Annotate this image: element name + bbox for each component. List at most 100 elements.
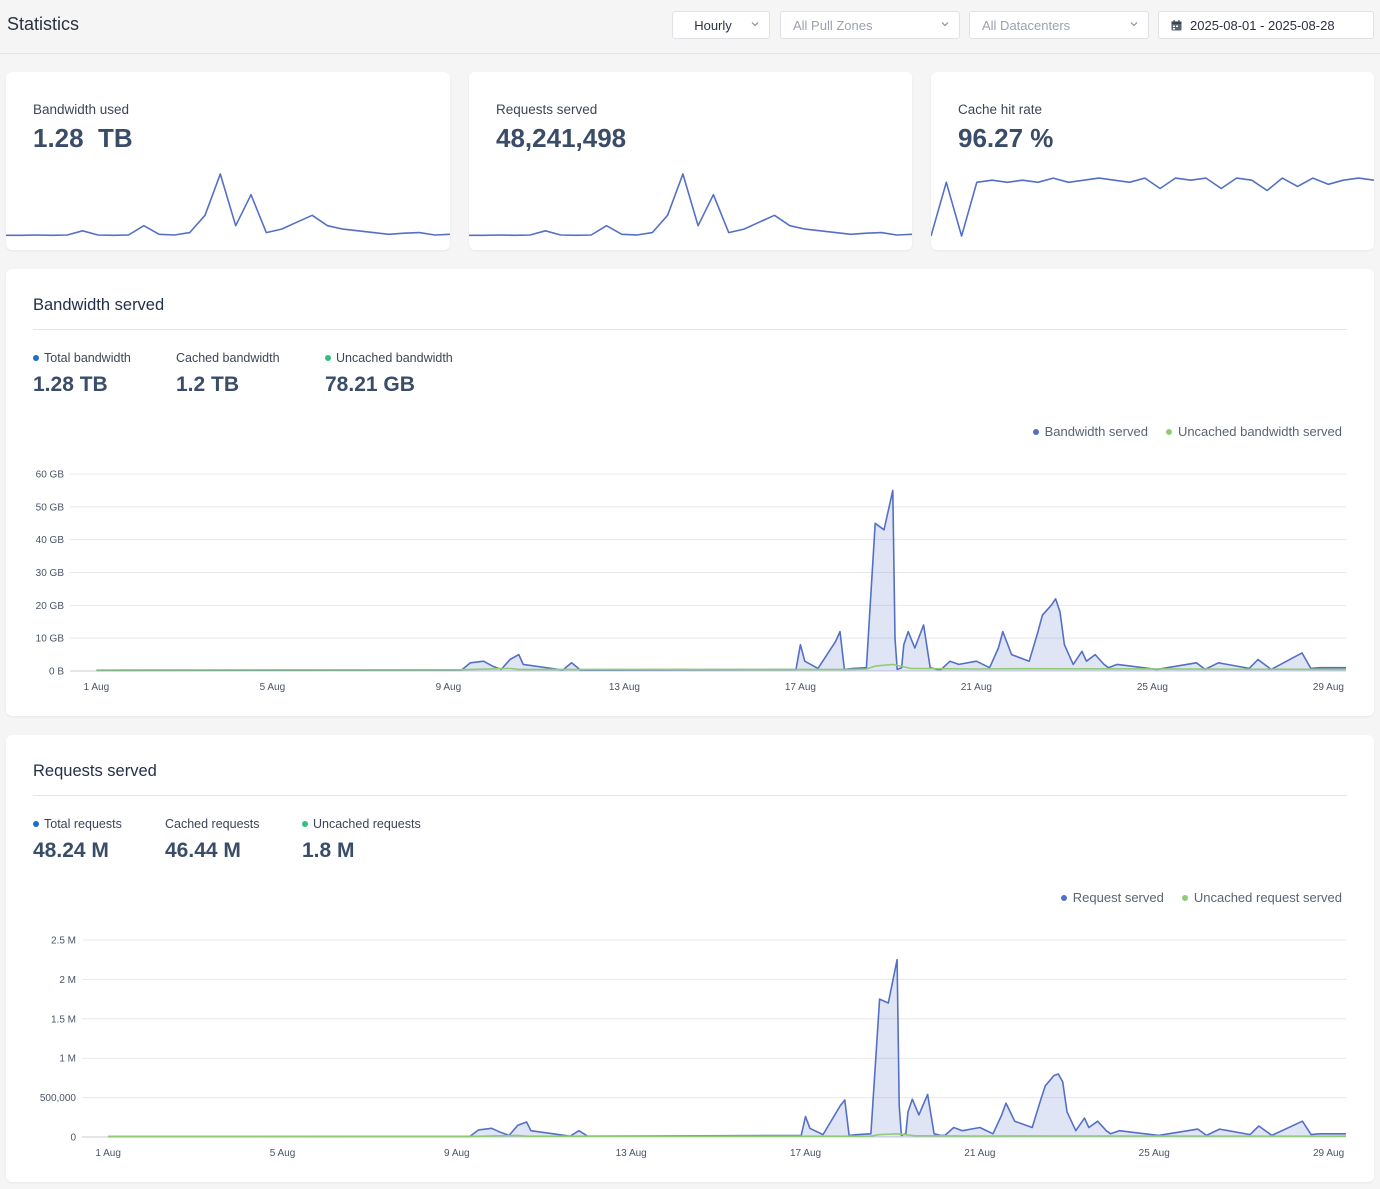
x-tick-label: 1 Aug xyxy=(95,1148,121,1159)
requests-chart: 0 500,000 1 M 1.5 M 2 M 2.5 M 1 Aug 5 Aug 9 Aug 1… xyxy=(40,936,1347,1159)
y-tick-label: 0 xyxy=(70,1133,76,1144)
section-title: Bandwidth served xyxy=(33,296,165,314)
x-tick-label: 25 Aug xyxy=(1137,682,1168,693)
granularity-value: Hourly xyxy=(694,17,732,33)
section-title: Requests served xyxy=(33,762,157,780)
stat-total-bandwidth: Total bandwidth 1.28 TB xyxy=(33,351,131,397)
bandwidth-chart: 0 B 10 GB 20 GB 30 GB 40 GB 50 GB 60 GB 1 Aug 5 … xyxy=(36,470,1347,693)
datacenter-value: All Datacenters xyxy=(982,17,1071,33)
y-tick-label: 2.5 M xyxy=(51,936,76,947)
x-tick-label: 25 Aug xyxy=(1139,1148,1170,1159)
chevron-down-icon xyxy=(941,22,949,27)
dot-icon xyxy=(302,821,308,827)
stat-value: 1.28 TB xyxy=(33,373,108,396)
x-tick-label: 9 Aug xyxy=(444,1148,470,1159)
granularity-select[interactable]: Hourly xyxy=(672,11,770,39)
stat-cached-requests: Cached requests 46.44 M xyxy=(165,817,260,863)
y-tick-label: 2 M xyxy=(59,975,76,986)
stat-total-requests: Total requests 48.24 M xyxy=(33,817,122,863)
x-tick-label: 5 Aug xyxy=(270,1148,296,1159)
chart-legend: Bandwidth served Uncached bandwidth serv… xyxy=(1032,424,1342,439)
legend-item-bandwidth[interactable]: Bandwidth served xyxy=(1032,424,1148,439)
sparkline-path xyxy=(469,173,912,237)
x-tick-label: 29 Aug xyxy=(1313,682,1344,693)
dot-icon xyxy=(1032,428,1039,435)
stat-label: Cached bandwidth xyxy=(176,351,280,365)
x-tick-label: 13 Aug xyxy=(609,682,640,693)
date-range-value: 2025-08-01 - 2025-08-28 xyxy=(1190,17,1335,33)
legend-label: Uncached request served xyxy=(1193,890,1342,905)
x-tick-label: 13 Aug xyxy=(616,1148,647,1159)
requests-sparkline xyxy=(469,173,912,237)
stat-cached-bandwidth: Cached bandwidth 1.2 TB xyxy=(176,351,280,397)
bandwidth-sparkline xyxy=(6,173,450,237)
kpi-card-cache-hit: Cache hit rate 96.27 % xyxy=(931,72,1374,250)
kpi-value: 96.27 % xyxy=(958,123,1054,153)
date-range-picker[interactable]: 2025-08-01 - 2025-08-28 xyxy=(1158,11,1374,39)
x-tick-label: 17 Aug xyxy=(785,682,816,693)
dot-icon xyxy=(1060,894,1067,901)
dot-icon xyxy=(1181,894,1188,901)
x-tick-label: 21 Aug xyxy=(964,1148,995,1159)
chart-legend: Request served Uncached request served xyxy=(1060,890,1342,905)
stat-label: Total bandwidth xyxy=(44,351,131,365)
y-tick-label: 40 GB xyxy=(36,535,65,546)
y-tick-label: 1.5 M xyxy=(51,1014,76,1025)
y-tick-label: 10 GB xyxy=(36,634,65,645)
x-tick-label: 5 Aug xyxy=(260,682,286,693)
kpi-label: Cache hit rate xyxy=(958,102,1043,117)
x-tick-label: 21 Aug xyxy=(961,682,992,693)
legend-label: Bandwidth served xyxy=(1044,424,1148,439)
stat-value: 48.24 M xyxy=(33,839,109,862)
stat-label: Uncached bandwidth xyxy=(336,351,453,365)
y-tick-label: 50 GB xyxy=(36,502,65,513)
series-area xyxy=(108,959,1346,1137)
kpi-card-requests: Requests served 48,241,498 xyxy=(469,72,912,250)
legend-item-uncached[interactable]: Uncached bandwidth served xyxy=(1165,424,1342,439)
dot-icon xyxy=(33,355,39,361)
x-tick-label: 9 Aug xyxy=(436,682,462,693)
stat-value: 1.8 M xyxy=(302,839,355,862)
sparkline-path xyxy=(6,173,450,237)
pull-zone-value: All Pull Zones xyxy=(793,17,873,33)
dot-icon xyxy=(33,821,39,827)
series-line-main xyxy=(96,489,1346,672)
divider xyxy=(33,329,1347,330)
kpi-label: Requests served xyxy=(496,102,598,117)
kpi-value: 48,241,498 xyxy=(496,123,627,153)
series-line-uncached xyxy=(108,1133,1347,1138)
series-line-main xyxy=(108,958,1346,1138)
stat-value: 1.2 TB xyxy=(176,373,240,396)
cache-hit-sparkline xyxy=(931,177,1374,237)
top-bar: Statistics Hourly All Pull Zones All Dat… xyxy=(0,0,1380,54)
series-area xyxy=(96,490,1346,671)
legend-label: Request served xyxy=(1072,890,1164,905)
page-title: Statistics xyxy=(7,14,80,34)
legend-item-requests[interactable]: Request served xyxy=(1060,890,1164,905)
y-tick-label: 500,000 xyxy=(40,1093,77,1104)
x-tick-label: 1 Aug xyxy=(84,682,110,693)
bandwidth-card: Bandwidth served Total bandwidth 1.28 TB… xyxy=(6,269,1374,716)
pull-zone-select[interactable]: All Pull Zones xyxy=(780,11,960,39)
kpi-value: 1.28 TB xyxy=(33,123,133,153)
y-tick-label: 20 GB xyxy=(36,601,65,612)
series-line-uncached xyxy=(96,663,1347,671)
requests-card: Requests served Total requests 48.24 M C… xyxy=(6,735,1374,1182)
stat-label: Uncached requests xyxy=(313,817,421,831)
dot-icon xyxy=(325,355,331,361)
legend-label: Uncached bandwidth served xyxy=(1177,424,1342,439)
dot-icon xyxy=(1165,428,1172,435)
stat-label: Cached requests xyxy=(165,817,260,831)
x-tick-label: 17 Aug xyxy=(790,1148,821,1159)
sparkline-path xyxy=(931,177,1374,237)
stat-value: 46.44 M xyxy=(165,839,241,862)
divider xyxy=(33,795,1347,796)
y-tick-label: 1 M xyxy=(59,1054,76,1065)
datacenter-select[interactable]: All Datacenters xyxy=(969,11,1149,39)
chevron-down-icon xyxy=(1130,22,1138,27)
legend-item-uncached[interactable]: Uncached request served xyxy=(1181,890,1342,905)
stat-uncached-requests: Uncached requests 1.8 M xyxy=(302,817,421,863)
kpi-card-bandwidth: Bandwidth used 1.28 TB xyxy=(6,72,450,250)
y-tick-label: 30 GB xyxy=(36,568,65,579)
y-tick-label: 0 B xyxy=(49,667,64,678)
